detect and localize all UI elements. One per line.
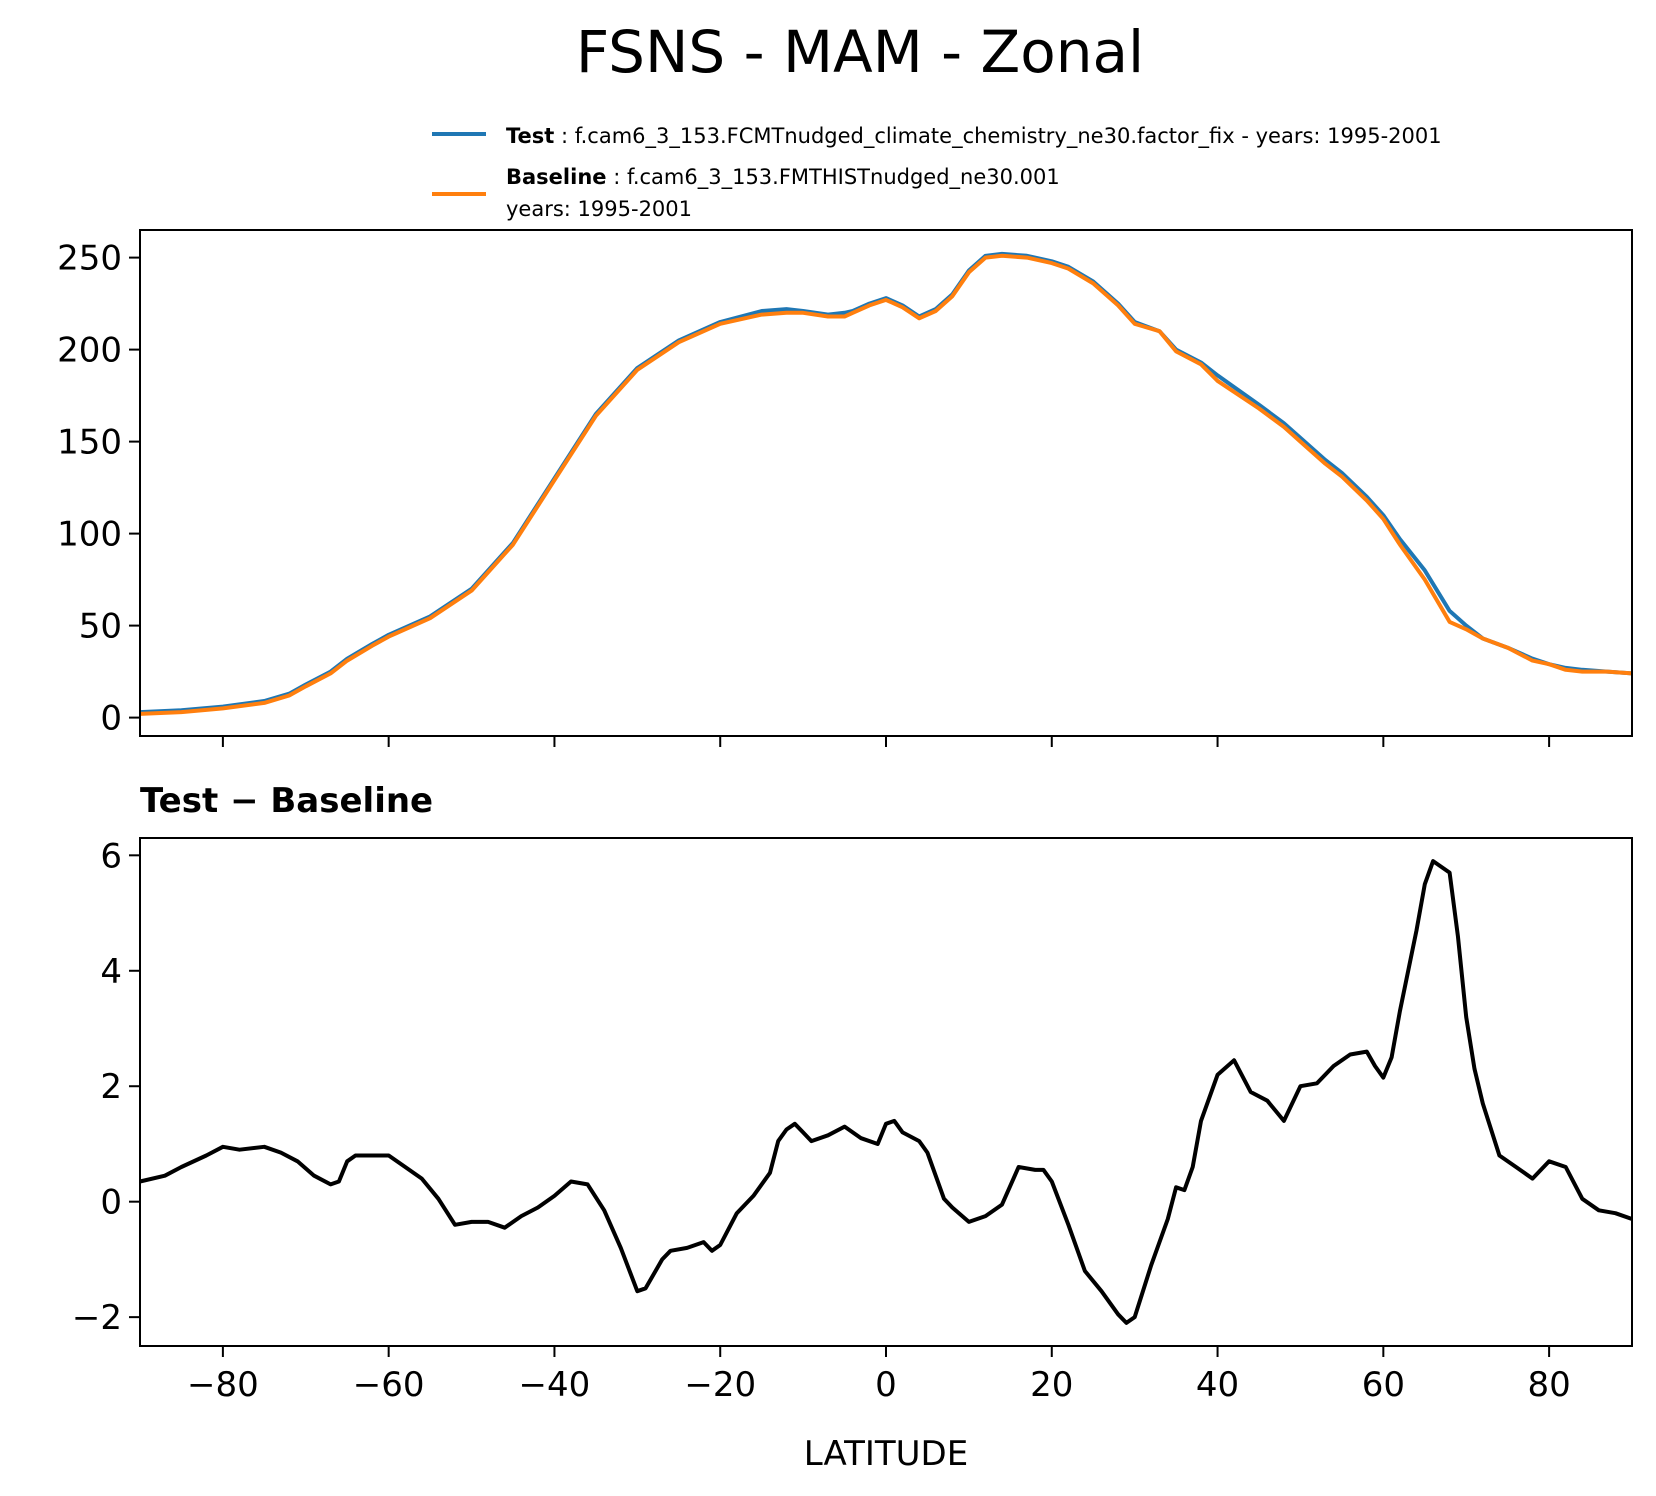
y-tick-label: 200 [57,331,122,371]
y-tick-label: 6 [100,836,122,876]
top-series-group [139,251,1633,716]
x-tick-label: −80 [187,1365,259,1405]
bottom-x-ticks: −80 −60 −40 −20 0 20 40 60 80 [187,1346,1571,1405]
legend-baseline-label: Baseline [506,165,607,189]
y-tick-label: 100 [57,515,122,555]
x-tick-label: −60 [353,1365,425,1405]
legend-test-label: Test [506,124,554,148]
y-tick-label: −2 [72,1298,122,1338]
x-tick-label: 20 [1030,1365,1073,1405]
bottom-series-group [139,859,1633,1325]
figure-title: FSNS - MAM - Zonal [576,18,1144,86]
legend: Test : f.cam6_3_153.FCMTnudged_climate_c… [432,124,1442,221]
legend-test-text: : f.cam6_3_153.FCMTnudged_climate_chemis… [561,124,1442,149]
x-axis-label: LATITUDE [804,1434,968,1474]
y-tick-label: 50 [79,607,122,647]
series-line-baseline [139,253,1633,716]
x-tick-label: 40 [1196,1365,1239,1405]
legend-test-entry: Test : f.cam6_3_153.FCMTnudged_climate_c… [506,124,1442,149]
series-line-difference [139,859,1633,1325]
x-tick-label: −40 [519,1365,591,1405]
x-tick-label: 60 [1362,1365,1405,1405]
y-tick-label: 0 [100,1183,122,1223]
top-y-ticks: 0 50 100 150 200 250 [57,239,140,739]
y-tick-label: 250 [57,239,122,279]
legend-baseline-entry: Baseline : f.cam6_3_153.FMTHISTnudged_ne… [506,165,1060,190]
y-tick-label: 4 [100,952,122,992]
y-tick-label: 2 [100,1067,122,1107]
bottom-panel-title: Test − Baseline [140,781,433,821]
x-tick-label: −20 [684,1365,756,1405]
top-x-ticks [221,736,1551,747]
bottom-y-ticks: −2 0 2 4 6 [72,836,140,1338]
top-panel: 0 50 100 150 200 250 [57,229,1633,747]
y-tick-label: 0 [100,699,122,739]
y-tick-label: 150 [57,423,122,463]
legend-baseline-text2: years: 1995-2001 [506,197,692,221]
legend-baseline-text: : f.cam6_3_153.FMTHISTnudged_ne30.001 [613,165,1060,190]
x-tick-label: 0 [875,1365,897,1405]
x-tick-label: 80 [1527,1365,1570,1405]
